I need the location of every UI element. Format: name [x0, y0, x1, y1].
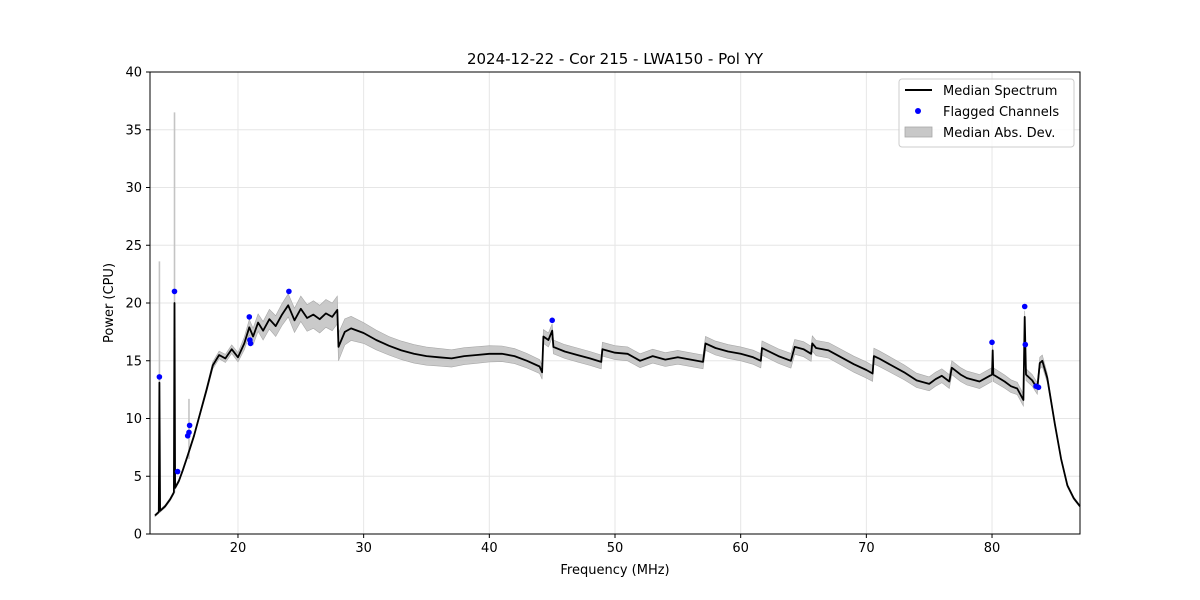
flagged-channel-point	[246, 314, 253, 320]
x-tick-label: 60	[732, 541, 749, 556]
y-tick-label: 35	[125, 123, 142, 138]
flagged-channel-point	[186, 422, 193, 429]
x-tick-label: 40	[481, 541, 498, 556]
y-tick-label: 15	[125, 354, 142, 369]
flagged-channel-point	[247, 340, 254, 347]
y-tick-label: 40	[125, 66, 142, 81]
median-abs-dev-band	[154, 112, 1081, 518]
flagged-channel-point	[1022, 341, 1029, 348]
x-tick-label: 30	[355, 541, 372, 556]
flagged-channel-point	[989, 339, 995, 346]
y-tick-label: 10	[125, 412, 142, 427]
y-axis-label: Power (CPU)	[102, 263, 117, 343]
legend-marker-swatch	[915, 108, 921, 114]
y-axis-ticks: 0 5 10 15 20 25 30 35 40	[125, 66, 150, 543]
median-spectrum-line	[154, 302, 1081, 517]
flagged-channel-point	[156, 374, 163, 380]
x-tick-label: 80	[984, 541, 1001, 556]
legend-patch-swatch	[904, 126, 933, 138]
flagged-channel-point	[549, 317, 555, 324]
legend: Median Spectrum Flagged Channels Median …	[898, 78, 1075, 148]
flagged-channels-series	[156, 288, 1042, 475]
flagged-channel-point	[186, 429, 192, 436]
x-axis-label: Frequency (MHz)	[560, 563, 669, 578]
mad-band-area	[154, 293, 1081, 518]
flagged-channel-point	[1035, 384, 1042, 391]
y-tick-label: 25	[125, 239, 142, 254]
flagged-channel-point	[171, 288, 178, 295]
y-tick-label: 20	[125, 297, 142, 312]
x-axis-ticks: 20 30 40 50 60 70 80	[230, 534, 1001, 556]
x-tick-label: 70	[858, 541, 875, 556]
legend-label-median-abs-dev: Median Abs. Dev.	[943, 126, 1055, 141]
median-spectrum-series	[154, 302, 1081, 517]
flagged-channel-point	[1021, 303, 1028, 310]
y-tick-label: 30	[125, 181, 142, 196]
legend-label-flagged-channels: Flagged Channels	[943, 105, 1059, 120]
chart-title: 2024-12-22 - Cor 215 - LWA150 - Pol YY	[467, 50, 764, 68]
y-tick-label: 5	[134, 470, 142, 485]
legend-label-median-spectrum: Median Spectrum	[943, 84, 1057, 99]
flagged-channel-point	[286, 288, 292, 295]
y-tick-label: 0	[134, 528, 142, 543]
x-tick-label: 50	[607, 541, 624, 556]
flagged-channel-point	[174, 468, 181, 475]
legend-box	[898, 78, 1075, 148]
x-tick-label: 20	[230, 541, 247, 556]
